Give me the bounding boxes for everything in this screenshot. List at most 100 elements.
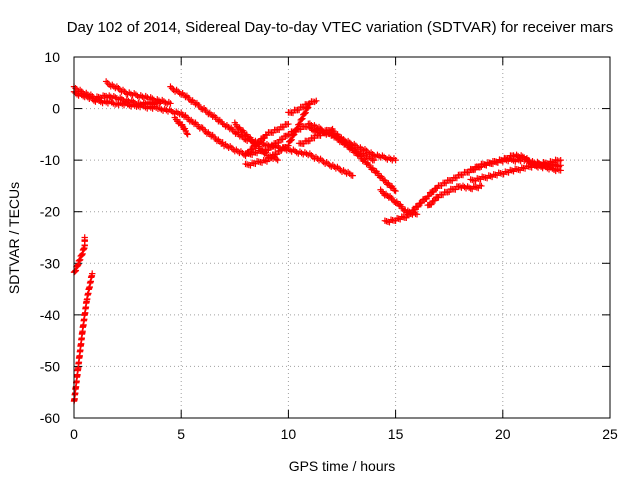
data-series-track-13 — [306, 124, 399, 164]
data-point-marker — [78, 251, 86, 259]
y-axis-label: SDTVAR / TECUs — [6, 182, 22, 294]
data-point-marker — [431, 197, 439, 204]
data-point-marker — [439, 191, 447, 199]
x-tick-label: 0 — [70, 426, 78, 442]
data-point-marker — [273, 151, 281, 158]
data-point-marker — [302, 109, 309, 116]
data-point-marker — [283, 132, 291, 140]
data-point-marker — [208, 133, 215, 140]
data-point-marker — [392, 187, 399, 195]
data-point-marker — [178, 91, 185, 98]
data-series-track-1 — [70, 234, 88, 276]
data-point-marker — [442, 179, 450, 187]
data-point-marker — [74, 262, 81, 269]
data-point-marker — [203, 130, 211, 137]
data-point-marker — [156, 100, 163, 107]
data-point-marker — [287, 137, 295, 144]
data-point-marker — [167, 100, 174, 107]
data-point-marker — [313, 97, 320, 105]
data-point-marker — [430, 188, 437, 196]
data-point-marker — [283, 143, 291, 151]
data-point-marker — [453, 174, 461, 182]
data-point-marker — [279, 136, 286, 143]
data-point-marker — [299, 115, 306, 122]
grid — [74, 57, 610, 418]
data-point-marker — [274, 156, 281, 164]
data-point-marker — [510, 152, 517, 159]
data-point-marker — [102, 92, 110, 100]
data-point-marker — [459, 171, 467, 179]
data-point-marker — [289, 109, 297, 117]
data-point-marker — [557, 167, 564, 174]
data-point-marker — [183, 130, 190, 137]
x-axis-label: GPS time / hours — [289, 458, 396, 474]
data-point-marker — [349, 172, 356, 179]
data-series-track-16 — [424, 182, 485, 209]
data-point-marker — [557, 156, 564, 164]
data-point-marker — [262, 149, 269, 156]
data-series — [70, 78, 564, 405]
data-point-marker — [407, 210, 415, 217]
data-point-marker — [478, 182, 485, 190]
data-point-marker — [465, 184, 473, 191]
data-point-marker — [300, 104, 307, 111]
data-point-marker — [514, 152, 522, 160]
data-point-marker — [122, 90, 130, 97]
data-point-marker — [199, 106, 206, 113]
data-point-marker — [391, 187, 398, 194]
data-point-marker — [213, 137, 221, 145]
data-point-marker — [392, 156, 399, 164]
x-tick-label: 5 — [177, 426, 185, 442]
x-tick-label: 25 — [602, 426, 618, 442]
data-point-marker — [90, 94, 98, 102]
data-series-track-11 — [285, 97, 320, 117]
data-point-marker — [285, 142, 292, 149]
data-series-track-15 — [377, 186, 421, 218]
data-point-marker — [226, 125, 233, 133]
data-point-marker — [245, 149, 253, 157]
y-tick-label: -40 — [40, 307, 60, 323]
y-tick-label: 0 — [52, 101, 60, 117]
data-point-marker — [232, 130, 239, 137]
plot-frame — [73, 56, 611, 419]
data-point-marker — [186, 118, 193, 125]
data-point-marker — [75, 261, 82, 268]
data-point-marker — [425, 192, 433, 200]
x-tick-label: 10 — [281, 426, 297, 442]
data-point-marker — [505, 155, 513, 162]
data-point-marker — [317, 132, 324, 139]
data-series-track-5 — [102, 78, 174, 108]
data-point-marker — [293, 126, 300, 133]
data-point-marker — [472, 166, 479, 173]
data-point-marker — [294, 125, 301, 132]
data-point-marker — [300, 140, 307, 148]
data-point-marker — [295, 106, 303, 114]
data-point-marker — [449, 177, 456, 184]
data-point-marker — [222, 123, 229, 130]
data-point-marker — [278, 147, 285, 154]
data-point-marker — [276, 126, 283, 134]
data-point-marker — [428, 201, 435, 208]
data-point-marker — [456, 183, 464, 190]
data-point-marker — [184, 131, 191, 138]
data-point-marker — [435, 194, 442, 201]
data-point-marker — [81, 234, 88, 241]
data-point-marker — [236, 133, 244, 140]
data-point-marker — [413, 211, 421, 218]
data-point-marker — [306, 137, 314, 145]
data-point-marker — [268, 154, 275, 162]
data-point-marker — [290, 131, 297, 139]
data-series-track-18 — [467, 156, 564, 185]
data-point-marker — [280, 123, 288, 131]
data-point-marker — [107, 93, 114, 100]
data-point-marker — [263, 132, 271, 139]
data-point-marker — [296, 120, 304, 128]
data-point-marker — [89, 270, 96, 277]
data-point-marker — [190, 120, 198, 128]
data-point-marker — [269, 129, 277, 136]
data-point-marker — [499, 157, 506, 165]
data-point-marker — [263, 158, 271, 165]
data-point-marker — [182, 93, 189, 101]
x-tick-label: 15 — [388, 426, 404, 442]
